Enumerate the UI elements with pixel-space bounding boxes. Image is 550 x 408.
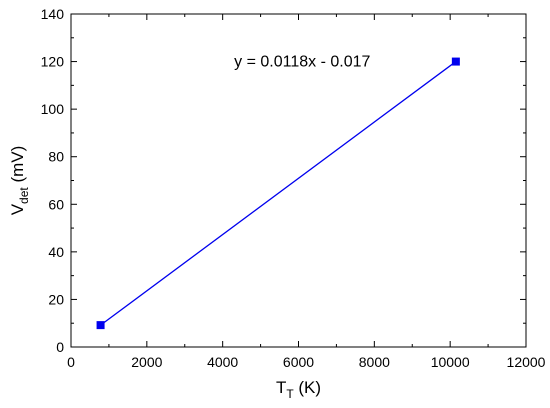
y-tick-label: 140 xyxy=(41,6,65,22)
y-axis-ticks: 0 20 40 60 80 100 120 140 xyxy=(41,6,526,355)
x-axis-ticks: 0 2000 4000 6000 8000 10000 12000 xyxy=(67,14,546,370)
y-tick-label: 100 xyxy=(41,101,65,117)
x-axis-title-main: T xyxy=(276,378,286,397)
y-axis-title-main: V xyxy=(8,203,27,215)
x-tick-label: 8000 xyxy=(359,354,390,370)
x-tick-label: 2000 xyxy=(131,354,162,370)
y-tick-label: 0 xyxy=(56,339,64,355)
y-axis-title-unit: (mV) xyxy=(8,146,27,188)
y-tick-label: 20 xyxy=(48,291,64,307)
y-tick-label: 60 xyxy=(48,196,64,212)
x-tick-label: 4000 xyxy=(207,354,238,370)
x-tick-label: 6000 xyxy=(283,354,314,370)
x-axis-title-sub: T xyxy=(286,387,294,401)
y-axis-title-sub: det xyxy=(17,187,31,204)
x-tick-label: 10000 xyxy=(431,354,470,370)
x-axis-title-unit: (K) xyxy=(294,378,321,397)
y-tick-label: 40 xyxy=(48,244,64,260)
fit-line xyxy=(100,61,457,326)
data-points xyxy=(96,57,460,330)
data-point xyxy=(96,321,105,330)
y-tick-label: 80 xyxy=(48,149,64,165)
x-tick-label: 12000 xyxy=(507,354,546,370)
x-tick-label: 0 xyxy=(67,354,75,370)
y-tick-label: 120 xyxy=(41,54,65,70)
fit-equation-annotation: y = 0.0118x - 0.017 xyxy=(234,53,370,70)
x-axis-title: TT (K) xyxy=(276,378,321,401)
data-point xyxy=(451,57,460,66)
y-axis-title: Vdet (mV) xyxy=(8,146,31,216)
